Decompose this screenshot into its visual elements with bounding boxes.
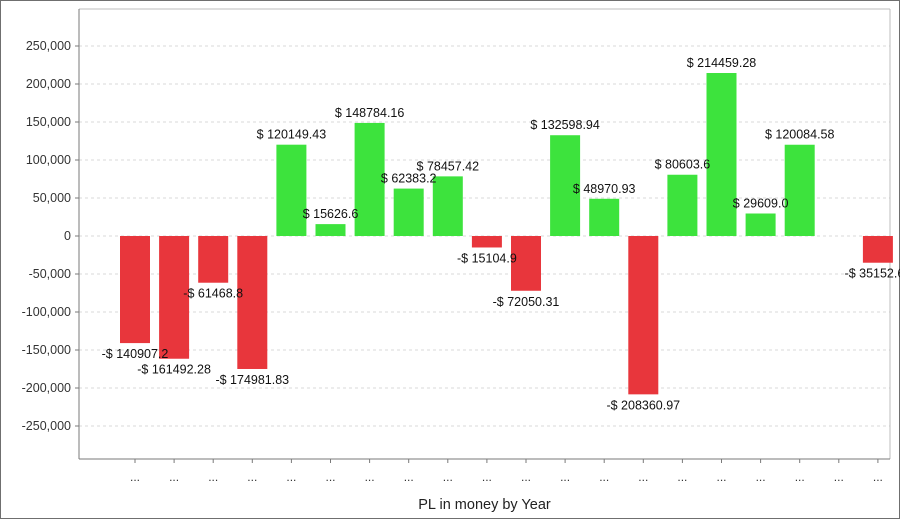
bar [432, 176, 463, 236]
data-label: $ 48970.93 [573, 182, 636, 196]
y-tick-label: -200,000 [22, 381, 71, 395]
x-tick-label: ... [286, 470, 296, 484]
data-label: $ 120084.58 [765, 128, 835, 142]
bar [706, 73, 737, 236]
axis-layer: 250,000 200,000 150,000 100,000 50,000 0 -50,0… [22, 8, 891, 463]
bar [120, 236, 150, 344]
bar [550, 135, 581, 236]
x-tick-label: ... [834, 470, 844, 484]
bar [589, 198, 620, 236]
y-tick-label: -250,000 [22, 419, 71, 433]
data-label: $ 214459.28 [687, 56, 757, 70]
category-label-layer: ........................................… [130, 470, 883, 484]
x-tick-label: ... [365, 470, 375, 484]
data-label: $ 62383.2 [381, 172, 437, 186]
data-label: -$ 15104.9 [457, 251, 517, 265]
bar [784, 144, 815, 236]
x-tick-label: ... [756, 470, 766, 484]
data-label: $ 120149.43 [257, 128, 327, 142]
bar [276, 144, 307, 236]
data-label: $ 132598.94 [530, 118, 600, 132]
x-tick-label: ... [208, 470, 218, 484]
bar [471, 236, 502, 248]
y-tick-label: -150,000 [22, 343, 71, 357]
bar [862, 236, 893, 263]
y-tick-label: 0 [64, 229, 71, 243]
y-tick-label: 200,000 [26, 77, 71, 91]
x-tick-label: ... [521, 470, 531, 484]
data-label: $ 29609.0 [733, 196, 789, 210]
data-label: -$ 72050.31 [493, 295, 560, 309]
data-label: -$ 61468.8 [183, 287, 243, 301]
y-tick-label: -50,000 [29, 267, 71, 281]
x-tick-label: ... [716, 470, 726, 484]
data-label-layer: -$ 140907.2 -$ 161492.28 -$ 61468.8 -$ 1749… [102, 56, 900, 412]
x-tick-label: ... [130, 470, 140, 484]
x-tick-label: ... [873, 470, 883, 484]
bar [628, 236, 659, 395]
data-label: -$ 35152.65 [845, 267, 900, 281]
data-label: -$ 161492.28 [137, 363, 211, 377]
bar [667, 174, 698, 236]
x-tick-label: ... [443, 470, 453, 484]
data-label: $ 148784.16 [335, 106, 405, 120]
data-label: -$ 174981.83 [215, 373, 289, 387]
x-tick-label: ... [677, 470, 687, 484]
data-label: -$ 208360.97 [606, 398, 680, 412]
data-label: -$ 140907.2 [102, 347, 169, 361]
x-tick-label: ... [638, 470, 648, 484]
data-label: $ 78457.42 [417, 159, 480, 173]
bar-layer [120, 73, 893, 395]
x-tick-label: ... [795, 470, 805, 484]
bar [198, 236, 229, 283]
bar [315, 224, 346, 236]
y-tick-label: 250,000 [26, 39, 71, 53]
bar [745, 213, 776, 236]
bar [354, 122, 385, 236]
data-label: $ 15626.6 [303, 207, 359, 221]
y-tick-label: -100,000 [22, 305, 71, 319]
x-tick-label: ... [560, 470, 570, 484]
bar [511, 236, 541, 291]
x-tick-label: ... [599, 470, 609, 484]
x-tick-label: ... [404, 470, 414, 484]
x-tick-label: ... [169, 470, 179, 484]
x-tick-label: ... [247, 470, 257, 484]
x-tick-label: ... [325, 470, 335, 484]
bar [393, 188, 424, 236]
bar [237, 236, 268, 369]
data-label: $ 80603.6 [655, 158, 711, 172]
y-tick-label: 100,000 [26, 153, 71, 167]
bar [159, 236, 190, 359]
y-tick-label: 150,000 [26, 115, 71, 129]
y-tick-label: 50,000 [33, 191, 71, 205]
x-tick-label: ... [482, 470, 492, 484]
x-axis-title: PL in money by Year [418, 497, 551, 513]
